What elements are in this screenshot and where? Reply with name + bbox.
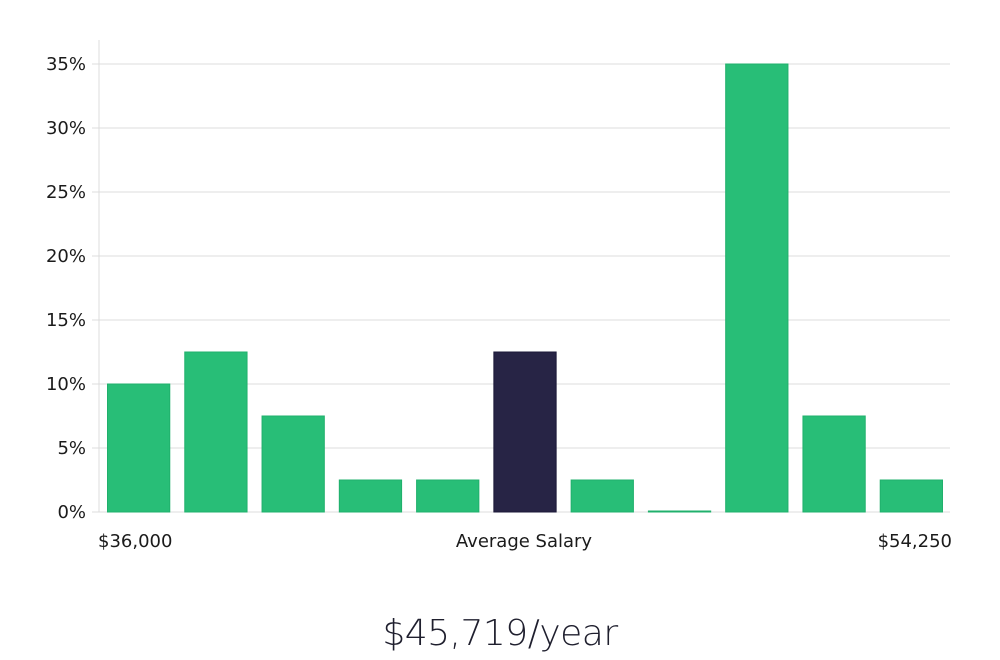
bar [570, 479, 634, 513]
y-tick-label: 15% [46, 310, 86, 331]
bar [184, 351, 248, 513]
bar-average-salary [493, 351, 557, 513]
y-tick-label: 5% [57, 438, 86, 459]
bar [261, 415, 325, 513]
bar [725, 63, 789, 513]
x-label-min: $36,000 [98, 531, 172, 552]
y-tick-label: 35% [46, 54, 86, 75]
bar [802, 415, 866, 513]
bars [107, 63, 944, 513]
bar [107, 383, 171, 513]
x-axis-labels: $36,000 Average Salary $54,250 [98, 531, 952, 552]
bar [879, 479, 944, 513]
y-tick-label: 20% [46, 246, 86, 267]
y-tick-label: 25% [46, 182, 86, 203]
x-label-average: Average Salary [456, 531, 593, 552]
y-tick-label: 0% [57, 502, 86, 523]
bar [416, 479, 480, 513]
y-axis-tick-labels: 0% 5% 10% 15% 20% 25% 30% 35% [46, 54, 86, 523]
x-label-max: $54,250 [878, 531, 952, 552]
y-tick-label: 30% [46, 118, 86, 139]
bar [647, 510, 712, 513]
salary-histogram-chart: 0% 5% 10% 15% 20% 25% 30% 35% $36,000 Average S… [46, 40, 952, 552]
average-salary-value: $45,719/year [382, 613, 618, 654]
bar [338, 479, 403, 513]
y-tick-label: 10% [46, 374, 86, 395]
